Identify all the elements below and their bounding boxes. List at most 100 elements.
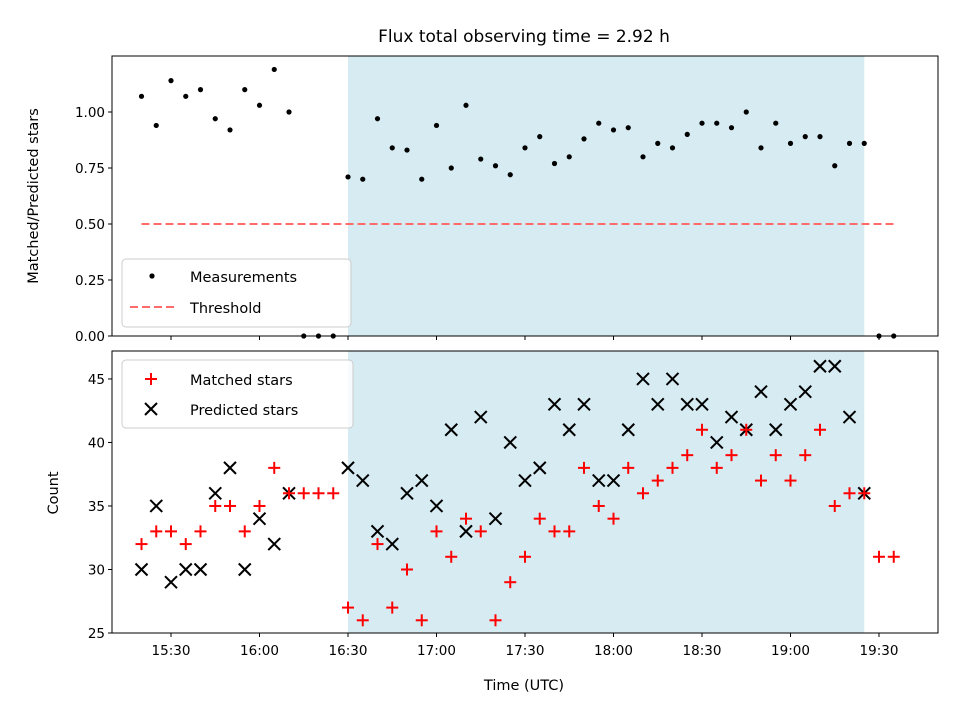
measurement-point [861, 140, 867, 146]
measurement-point [728, 125, 735, 131]
predicted-star-point [179, 562, 193, 577]
x-axis-label: Time (UTC) [483, 678, 564, 694]
predicted-star-point [400, 486, 414, 500]
top-y-tick-label: 0.75 [75, 161, 105, 177]
matched-star-point [356, 614, 369, 627]
measurement-point [256, 102, 263, 108]
measurement-point [138, 93, 145, 99]
matched-star-point [342, 601, 354, 614]
measurement-point [596, 120, 602, 126]
predicted-star-point [370, 524, 385, 539]
predicted-star-point [518, 473, 532, 488]
measurement-point [802, 134, 808, 140]
matched-star-point [150, 525, 163, 538]
measurement-point [758, 145, 764, 151]
x-tick-label: 16:30 [329, 643, 368, 659]
measurement-point [227, 127, 233, 133]
predicted-star-point [798, 384, 812, 399]
x-tick-label: 18:00 [594, 643, 633, 659]
predicted-star-point [828, 359, 842, 373]
x-tick-label: 17:00 [417, 643, 456, 659]
measurement-point [566, 154, 572, 160]
predicted-star-point [710, 435, 724, 450]
measurement-point [389, 145, 395, 151]
predicted-star-point [385, 537, 399, 551]
top-legend: Measurements Threshold [121, 258, 352, 328]
measurement-point [640, 154, 646, 160]
observing-window-shade-top [348, 56, 865, 336]
matched-star-point [371, 538, 384, 551]
x-tick-label: 17:30 [506, 643, 545, 659]
matched-star-point [415, 614, 428, 627]
predicted-star-point [164, 575, 178, 589]
matched-star-point [725, 449, 738, 462]
measurement-point [669, 145, 676, 151]
matched-star-point [209, 499, 222, 512]
matched-star-point [386, 601, 399, 614]
matched-star-point [474, 525, 487, 538]
matched-star-point [858, 487, 871, 500]
measurement-point [522, 145, 528, 151]
predicted-star-point [223, 461, 237, 475]
predicted-star-point [415, 473, 429, 488]
x-tick-label: 15:30 [152, 643, 191, 659]
predicted-star-point [665, 372, 680, 386]
measurement-point [714, 120, 720, 126]
measurement-point [168, 78, 174, 84]
predicted-star-point [267, 537, 281, 551]
matched-star-point [283, 487, 295, 500]
measurement-point [610, 127, 617, 133]
predicted-star-point [592, 473, 606, 488]
measurement-point [183, 93, 189, 99]
measurement-point [271, 66, 277, 73]
predicted-star-point [208, 486, 222, 500]
predicted-star-point [238, 562, 252, 577]
measurement-point [404, 147, 410, 153]
matched-star-point [828, 499, 841, 512]
x-tick-label: 16:00 [240, 643, 279, 659]
matched-star-point [578, 461, 590, 474]
chart-title: Flux total observing time = 2.92 h [378, 27, 670, 47]
matched-star-point [165, 525, 177, 538]
matched-star-point [887, 550, 900, 563]
matched-star-point [873, 550, 885, 563]
matched-star-point [592, 499, 605, 512]
matched-star-point [710, 461, 723, 474]
predicted-star-point [488, 511, 503, 526]
matched-star-point [519, 550, 531, 563]
matched-star-point [563, 525, 576, 538]
measurement-point [153, 122, 159, 129]
bottom-y-tick-label: 45 [88, 372, 105, 388]
predicted-star-point [606, 473, 621, 488]
top-panel: 0.00 0.25 0.50 0.75 1.00 Matched/Predicted s… [26, 55, 939, 345]
predicted-star-point [503, 435, 517, 450]
matched-star-point [651, 474, 664, 487]
bottom-y-axis: 25 30 35 40 45 [88, 372, 112, 642]
matched-star-point [268, 461, 281, 474]
predicted-star-point [754, 384, 768, 399]
predicted-star-point [636, 372, 650, 386]
predicted-star-point [680, 397, 694, 412]
measurement-point [345, 174, 351, 180]
predicted-star-point [621, 423, 635, 437]
predicted-star-point [193, 562, 208, 577]
measurement-point [286, 109, 292, 115]
measurement-point [551, 160, 558, 167]
top-legend-box [121, 258, 352, 328]
matched-star-point [548, 525, 561, 538]
predicted-star-point [577, 397, 591, 412]
predicted-star-point [429, 499, 444, 513]
matched-star-point [445, 550, 458, 563]
measurement-point [419, 176, 425, 182]
predicted-star-point [651, 397, 665, 412]
matched-star-point [327, 487, 340, 500]
predicted-star-point [149, 499, 163, 513]
matched-star-point [843, 487, 856, 500]
matched-star-point [312, 487, 325, 500]
top-y-tick-label: 0.00 [75, 329, 105, 345]
bottom-y-axis-label: Count [46, 471, 62, 514]
predicted-star-point [341, 461, 355, 475]
measurement-point [492, 163, 499, 169]
measurement-point [581, 136, 587, 142]
measurement-point [197, 87, 204, 93]
